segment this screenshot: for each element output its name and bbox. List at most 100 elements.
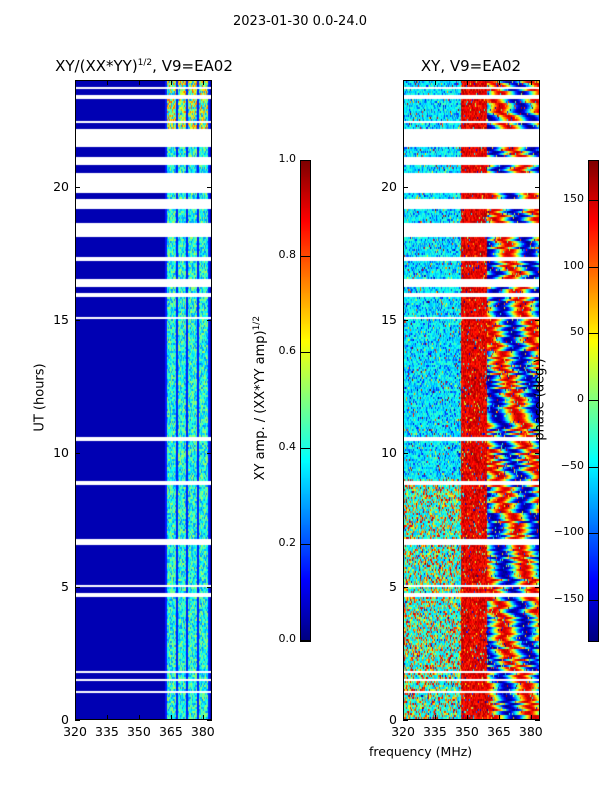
x-tick-mark: [75, 715, 76, 720]
colorbar-tick-mark: [301, 160, 310, 161]
y-tick-label: 15: [381, 312, 397, 327]
left-plot-frame: [75, 80, 212, 720]
x-tick-mark: [498, 80, 500, 85]
left-title-tail: , V9=EA02: [152, 57, 233, 75]
y-tick-mark: [403, 720, 408, 721]
y-tick-label: 5: [61, 578, 69, 594]
colorbar-tick-label: −100: [553, 525, 584, 539]
colorbar-tick-mark: [589, 400, 598, 401]
y-tick-mark: [75, 720, 80, 721]
colorbar-tick-label: 0.2: [278, 536, 297, 549]
y-tick-mark: [207, 453, 212, 455]
x-tick-label: 365: [486, 724, 511, 739]
y-tick-mark: [207, 720, 212, 721]
x-tick-label: 320: [63, 724, 87, 739]
y-tick-mark: [207, 586, 212, 588]
colorbar-tick-label: 0.4: [278, 440, 297, 453]
x-tick-mark: [403, 715, 404, 720]
phase-heatmap: [403, 80, 540, 719]
x-tick-mark: [138, 80, 140, 85]
x-tick-mark: [403, 80, 404, 85]
y-tick-mark: [75, 320, 80, 321]
y-tick-label: 5: [389, 578, 397, 594]
x-tick-label: 335: [95, 724, 119, 739]
colorbar-tick-mark: [589, 266, 598, 268]
x-tick-label: 365: [158, 724, 183, 739]
x-tick-mark: [202, 80, 204, 85]
colorbar-tick-label: 0.6: [278, 344, 297, 357]
colorbar-tick-label: 0: [577, 392, 584, 405]
x-tick-mark: [170, 715, 172, 720]
colorbar-tick-mark: [589, 600, 598, 601]
left-title-main: XY/(XX*YY): [55, 57, 138, 75]
y-tick-label: 0: [61, 712, 69, 727]
y-tick-label: 10: [381, 445, 397, 461]
y-tick-mark: [403, 586, 408, 588]
y-tick-mark: [535, 320, 540, 321]
y-tick-mark: [207, 320, 212, 321]
left-plot-title: XY/(XX*YY)1/2, V9=EA02: [40, 57, 248, 75]
amplitude-colorbar: [300, 160, 311, 642]
y-tick-label: 20: [53, 178, 69, 194]
x-tick-mark: [170, 80, 172, 85]
colorbar-tick-label: 0.8: [278, 248, 297, 261]
x-tick-label: 350: [126, 724, 151, 739]
x-tick-mark: [434, 715, 436, 720]
colorbar-tick-label: −50: [560, 458, 584, 472]
x-tick-label: 380: [190, 724, 215, 739]
y-tick-mark: [535, 586, 540, 588]
colorbar-tick-mark: [301, 544, 310, 545]
x-tick-label: 320: [391, 724, 415, 739]
colorbar-tick-label: 150: [563, 192, 584, 205]
phase-colorbar: [588, 160, 599, 642]
x-tick-label: 350: [454, 724, 479, 739]
x-tick-mark: [138, 715, 140, 720]
colorbar-tick-mark: [301, 640, 310, 641]
y-tick-mark: [403, 453, 408, 455]
x-tick-mark: [466, 715, 468, 720]
x-tick-label: 380: [518, 724, 543, 739]
cb1-label-sup: 1/2: [251, 315, 262, 331]
x-tick-mark: [106, 715, 108, 720]
y-tick-label: 20: [381, 178, 397, 194]
y-tick-mark: [403, 186, 408, 188]
x-tick-mark: [434, 80, 436, 85]
figure-suptitle: 2023-01-30 0.0-24.0: [233, 14, 367, 29]
colorbar-tick-label: −150: [553, 592, 584, 605]
colorbar-tick-mark: [301, 352, 310, 353]
x-axis-label: frequency (MHz): [369, 744, 473, 759]
colorbar-tick-mark: [301, 448, 310, 449]
right-plot-frame: [403, 80, 540, 720]
y-tick-mark: [535, 186, 540, 188]
x-tick-mark: [498, 715, 500, 720]
colorbar-tick-mark: [589, 466, 598, 468]
y-tick-mark: [207, 186, 212, 188]
x-tick-mark: [75, 80, 76, 85]
colorbar-tick-label: 50: [570, 325, 584, 339]
colorbar-tick-mark: [301, 256, 310, 257]
y-tick-mark: [535, 720, 540, 721]
colorbar-tick-mark: [589, 533, 598, 535]
right-plot-title: XY, V9=EA02: [420, 57, 522, 75]
amplitude-colorbar-label: XY amp. / (XX*YY amp)1/2: [252, 298, 268, 498]
colorbar-tick-label: 0.0: [278, 632, 297, 645]
x-tick-label: 335: [423, 724, 447, 739]
x-tick-mark: [106, 80, 108, 85]
y-axis-label: UT (hours): [32, 363, 48, 432]
x-tick-mark: [530, 715, 532, 720]
colorbar-tick-mark: [589, 200, 598, 201]
colorbar-tick-mark: [589, 333, 598, 335]
colorbar-tick-label: 1.0: [278, 152, 297, 165]
y-tick-label: 0: [389, 712, 397, 727]
y-tick-label: 10: [53, 445, 69, 461]
x-tick-mark: [202, 715, 204, 720]
y-tick-mark: [535, 453, 540, 455]
y-tick-label: 15: [53, 312, 69, 327]
y-tick-mark: [75, 453, 80, 455]
y-tick-mark: [403, 320, 408, 321]
colorbar-tick-label: 100: [563, 258, 584, 272]
y-tick-mark: [75, 186, 80, 188]
left-title-sup: 1/2: [137, 58, 153, 68]
amplitude-heatmap: [75, 80, 212, 719]
